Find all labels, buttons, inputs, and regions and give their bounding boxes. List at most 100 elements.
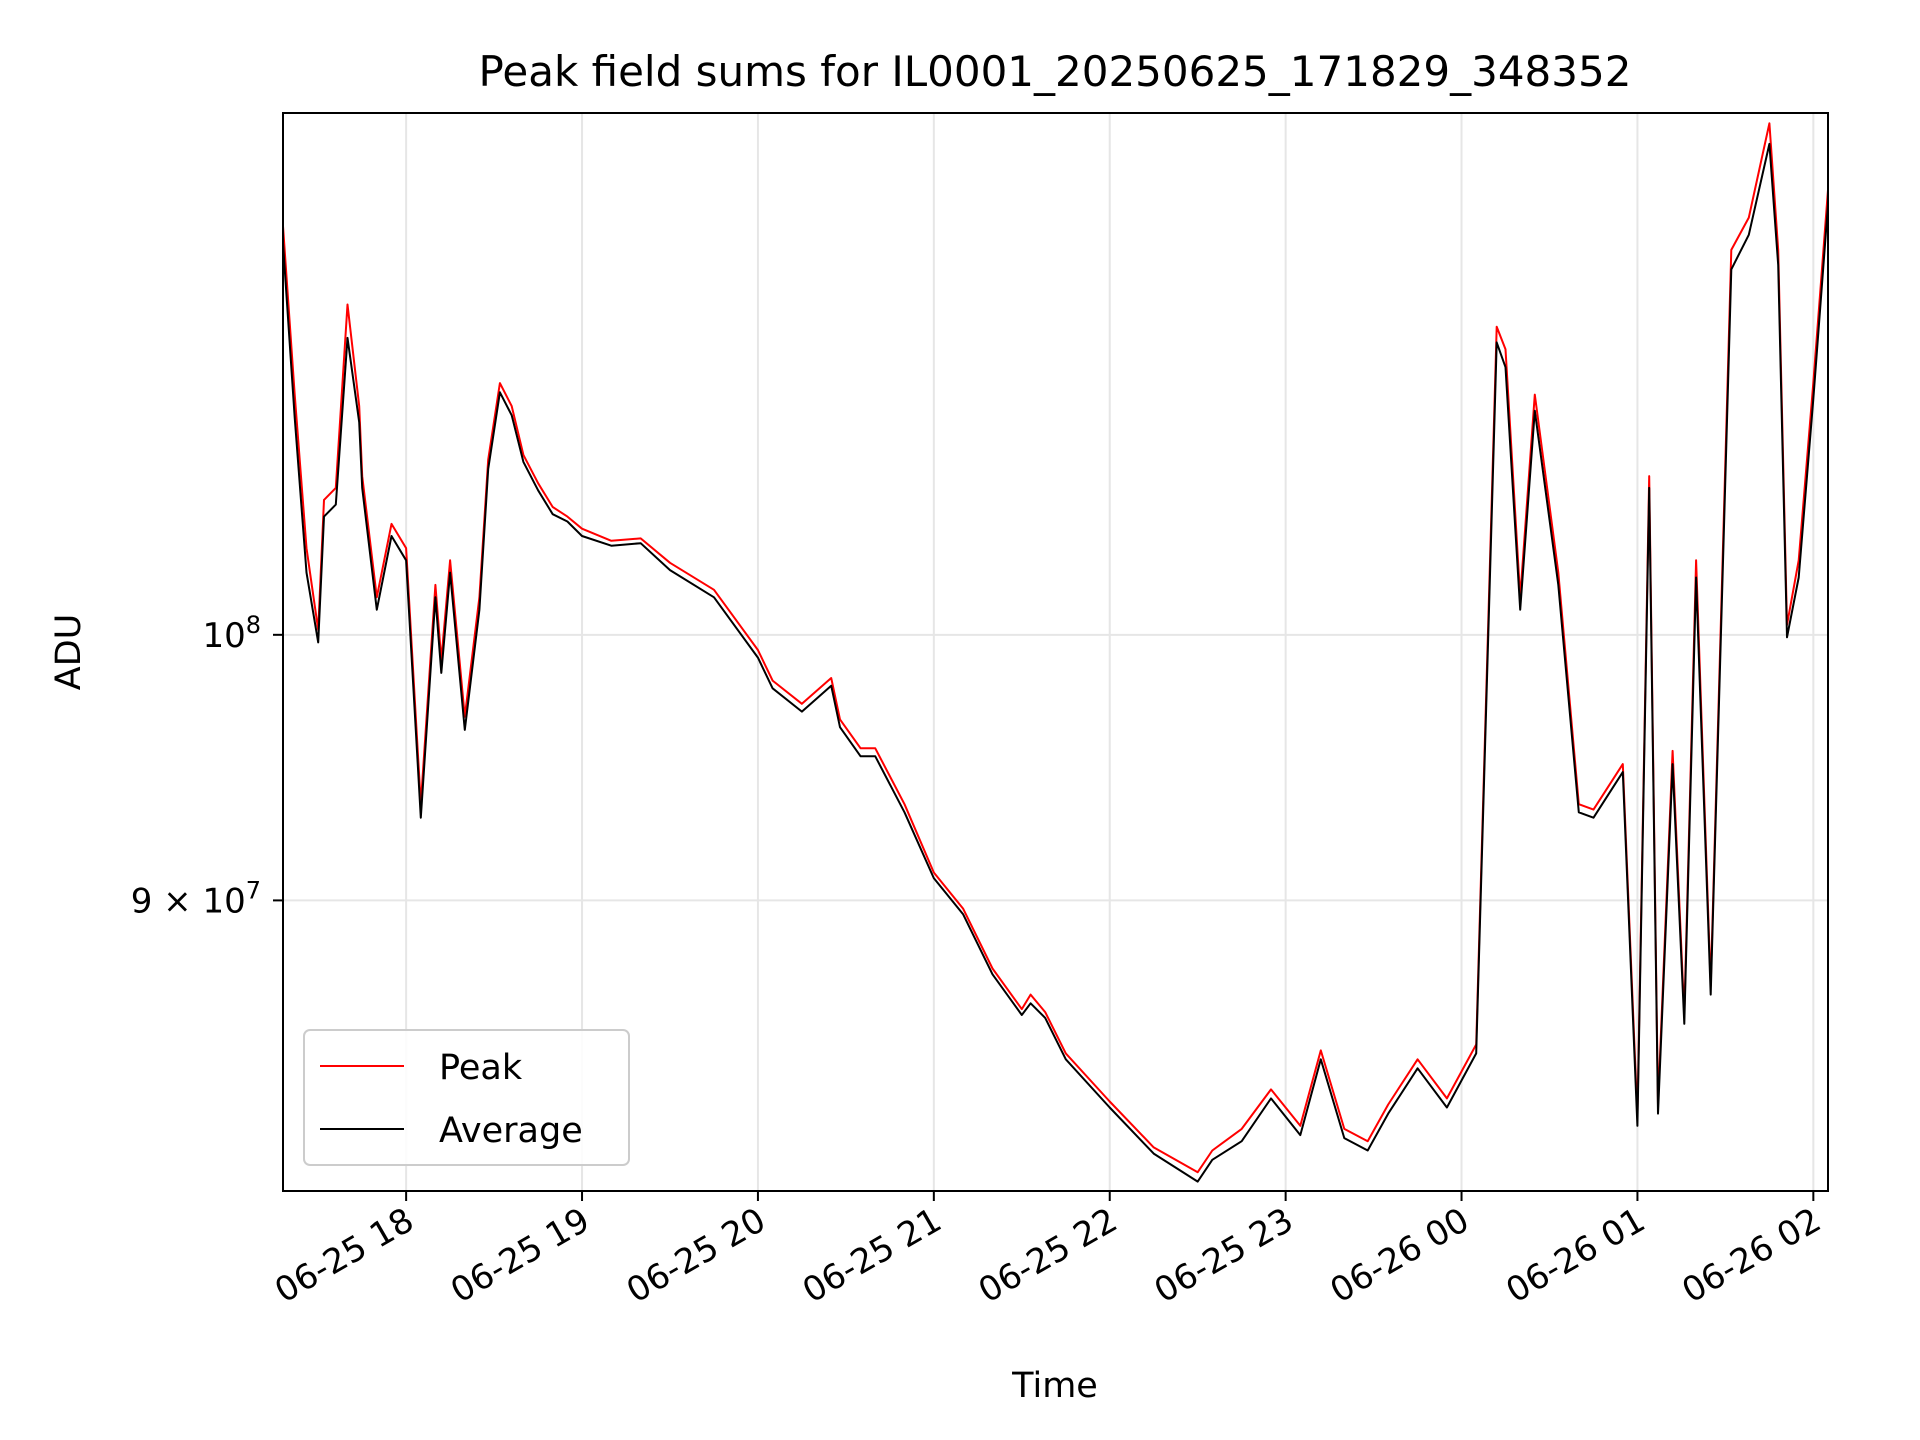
series-average-point xyxy=(511,414,513,416)
series-peak-point xyxy=(1496,326,1498,328)
series-average-point xyxy=(347,337,349,339)
series-average-point xyxy=(1197,1181,1199,1183)
series-average-point xyxy=(1534,410,1536,412)
series-average-point xyxy=(522,461,524,463)
series-peak-point xyxy=(1367,1140,1369,1142)
series-average-point xyxy=(1672,763,1674,765)
series-average-point xyxy=(581,535,583,537)
series-peak-point xyxy=(1622,763,1624,765)
series-average-point xyxy=(801,711,803,713)
series-average-point xyxy=(487,468,489,470)
series-average-point xyxy=(757,657,759,659)
series-average-point xyxy=(1648,487,1650,489)
series-average-point xyxy=(1021,1014,1023,1016)
series-peak-point xyxy=(1211,1150,1213,1152)
series-peak-point xyxy=(772,680,774,682)
series-average-point xyxy=(1387,1113,1389,1115)
legend: Peak Average xyxy=(303,1029,630,1166)
series-average-point xyxy=(1496,341,1498,343)
series-average-point xyxy=(1768,143,1770,145)
series-peak-point xyxy=(669,562,671,564)
series-peak-point xyxy=(499,382,501,384)
series-peak-point xyxy=(1417,1058,1419,1060)
series-average-point xyxy=(1299,1134,1301,1136)
series-average-point xyxy=(610,545,612,547)
series-average-point xyxy=(839,726,841,728)
series-average-point xyxy=(1505,366,1507,368)
series-average-point xyxy=(1343,1137,1345,1139)
y-tick-label-mantissa: 9 × xyxy=(131,881,203,921)
series-peak-point xyxy=(358,405,360,407)
series-peak-point xyxy=(1320,1049,1322,1051)
series-average-point xyxy=(1748,234,1750,236)
series-average-point xyxy=(713,596,715,598)
series-average-point xyxy=(1320,1058,1322,1060)
y-axis-label: ADU xyxy=(49,614,89,691)
series-peak-point xyxy=(1343,1128,1345,1130)
series-peak-point xyxy=(1241,1128,1243,1130)
axes-frame xyxy=(282,112,1829,1192)
series-average-point xyxy=(1241,1140,1243,1142)
series-peak-point xyxy=(962,908,964,910)
series-average-point xyxy=(376,609,378,611)
series-peak-point xyxy=(801,703,803,705)
series-average-point xyxy=(317,641,319,643)
series-average-point xyxy=(1710,994,1712,996)
series-average-point xyxy=(874,755,876,757)
series-peak-point xyxy=(933,872,935,874)
series-peak-point xyxy=(1270,1088,1272,1090)
series-peak-point xyxy=(511,405,513,407)
series-peak-point xyxy=(566,516,568,518)
series-peak-point xyxy=(405,547,407,549)
series-peak-point xyxy=(874,747,876,749)
y-tick-label: 108 xyxy=(202,611,261,656)
series-average-point xyxy=(434,596,436,598)
series-average-line xyxy=(282,142,1829,1183)
series-average-point xyxy=(1683,1023,1685,1025)
series-average-point xyxy=(1695,577,1697,579)
series-average-point xyxy=(358,421,360,423)
series-average-point xyxy=(1622,771,1624,773)
series-average-point xyxy=(420,817,422,819)
series-peak-point xyxy=(537,482,539,484)
series-peak-point xyxy=(1593,809,1595,811)
chart-title: Peak field sums for IL0001_20250625_1718… xyxy=(479,47,1632,96)
series-peak-point xyxy=(1109,1101,1111,1103)
series-peak-point xyxy=(347,304,349,306)
series-peak-point xyxy=(992,968,994,970)
series-average-point xyxy=(1812,398,1814,400)
series-average-point xyxy=(566,521,568,523)
series-average-point xyxy=(323,516,325,518)
series-peak-point xyxy=(1153,1146,1155,1148)
series-average-point xyxy=(552,513,554,515)
series-peak-point xyxy=(1505,348,1507,350)
series-average-point xyxy=(537,489,539,491)
y-tick-label-base: 10 xyxy=(202,881,245,921)
series-average-point xyxy=(962,913,964,915)
legend-box xyxy=(303,1029,630,1166)
series-peak-point xyxy=(1197,1171,1199,1173)
series-peak-point xyxy=(1730,249,1732,251)
x-axis-label: Time xyxy=(1011,1366,1098,1406)
series-average-point xyxy=(1475,1052,1477,1054)
series-peak-point xyxy=(904,803,906,805)
plot-series xyxy=(282,122,1829,1183)
series-peak-point xyxy=(434,584,436,586)
series-peak-point xyxy=(830,677,832,679)
y-tick-label-exponent: 7 xyxy=(246,876,261,904)
series-average-point xyxy=(1798,577,1800,579)
series-peak-point xyxy=(1030,994,1032,996)
series-average-point xyxy=(1417,1067,1419,1069)
series-peak-point xyxy=(323,499,325,501)
series-average-point xyxy=(1578,811,1580,813)
series-peak-point xyxy=(1065,1052,1067,1054)
series-peak-point xyxy=(713,589,715,591)
series-peak-point xyxy=(1299,1125,1301,1127)
series-peak-point xyxy=(391,523,393,525)
series-average-point xyxy=(1730,268,1732,270)
y-tick-label-exponent: 8 xyxy=(246,611,261,639)
series-peak-point xyxy=(610,540,612,542)
series-average-point xyxy=(1777,264,1779,266)
y-tick-label: 9 × 107 xyxy=(131,876,261,921)
